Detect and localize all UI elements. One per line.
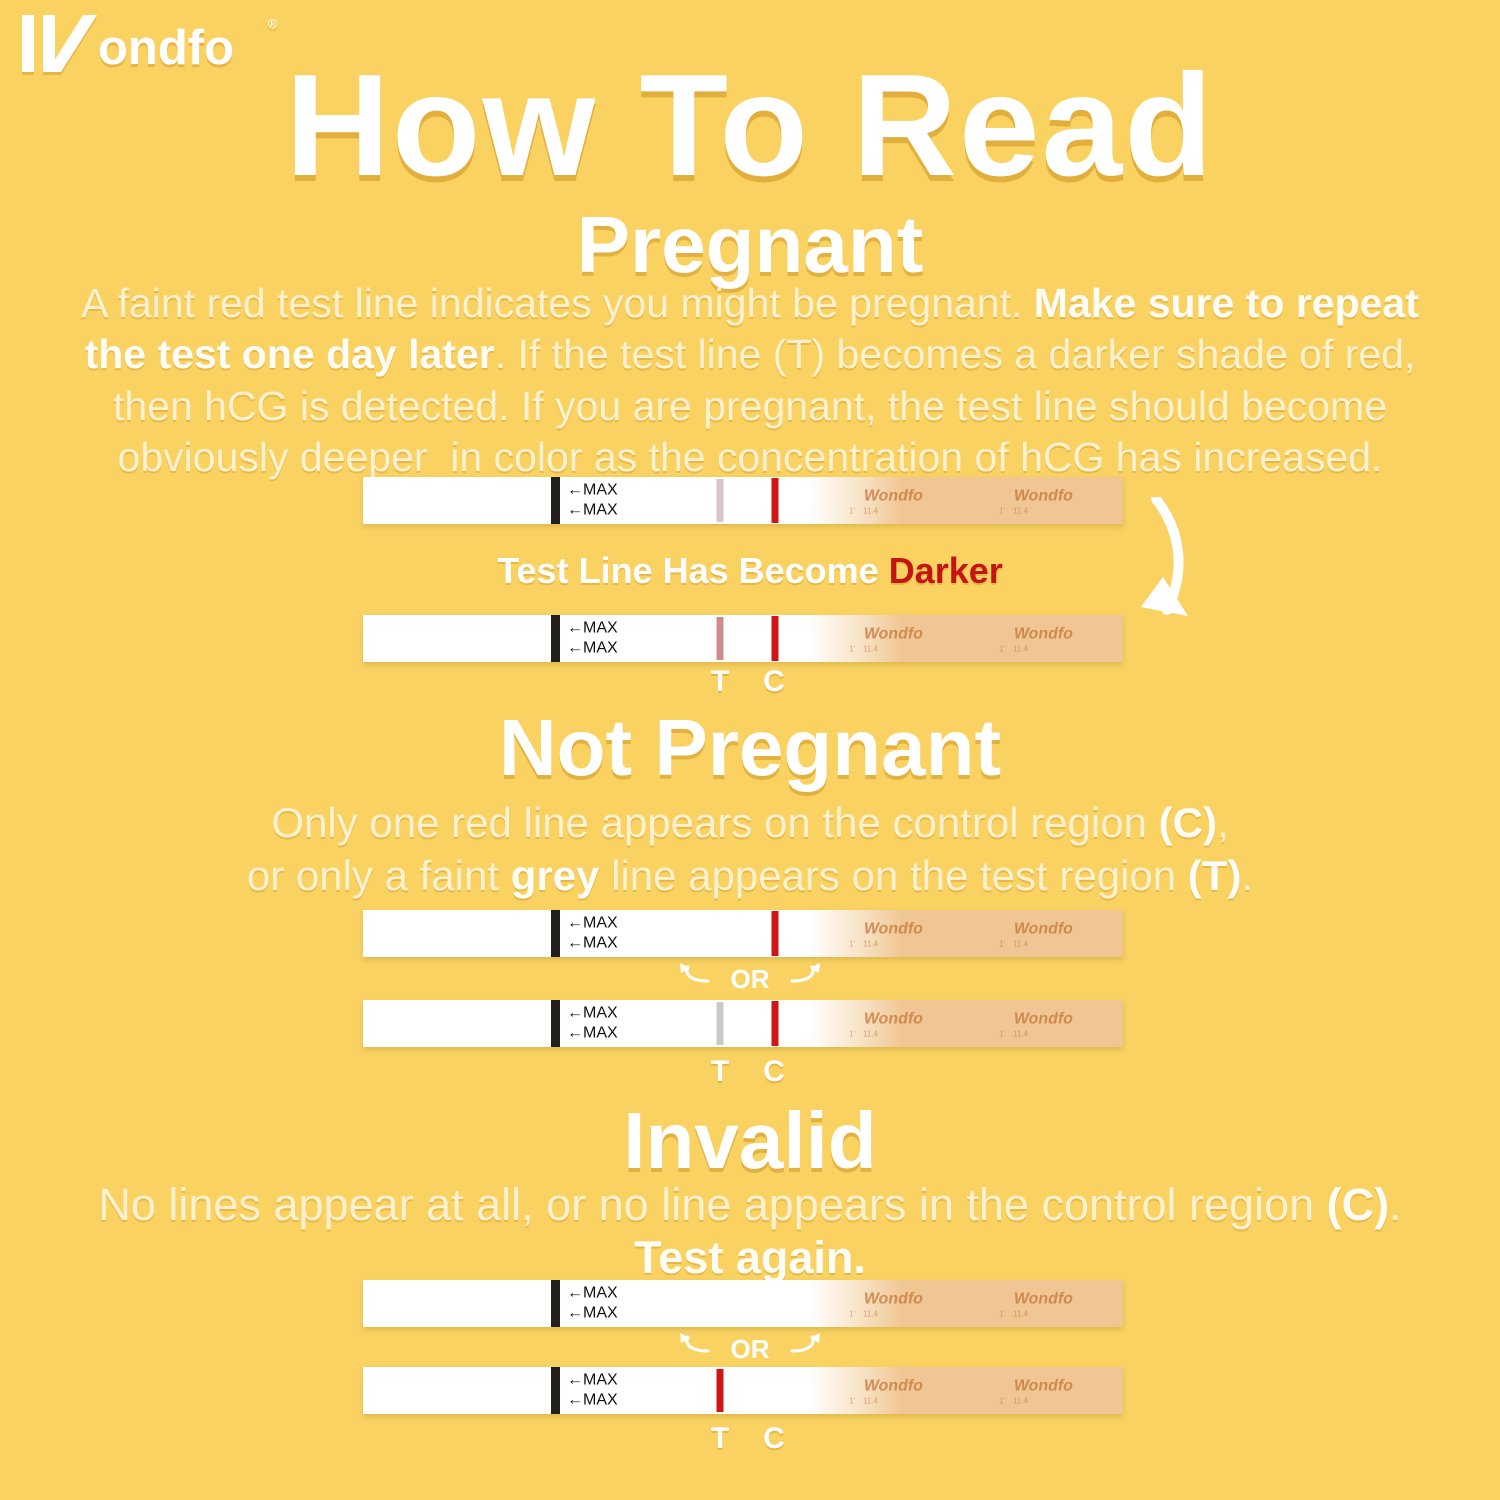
- svg-text:OR: OR: [731, 1334, 770, 1364]
- svg-text:1' 11.4: 1' 11.4: [999, 1397, 1029, 1406]
- svg-text:←MAX: ←MAX: [567, 935, 618, 952]
- svg-text:1' 11.4: 1' 11.4: [849, 940, 879, 949]
- svg-text:1' 11.4: 1' 11.4: [849, 1310, 879, 1319]
- svg-text:←MAX: ←MAX: [567, 502, 618, 519]
- svg-text:←MAX: ←MAX: [567, 1025, 618, 1042]
- svg-text:1' 11.4: 1' 11.4: [849, 1030, 879, 1039]
- svg-text:←MAX: ←MAX: [567, 1284, 618, 1301]
- svg-text:Wondfo: Wondfo: [862, 920, 924, 938]
- svg-text:Wondfo: Wondfo: [1012, 1010, 1074, 1028]
- svg-text:1' 11.4: 1' 11.4: [999, 507, 1029, 516]
- svg-text:®: ®: [268, 16, 278, 31]
- svg-text:Wondfo: Wondfo: [1012, 1377, 1074, 1395]
- svg-text:←MAX: ←MAX: [567, 1392, 618, 1409]
- svg-text:Wondfo: Wondfo: [1012, 625, 1074, 643]
- svg-text:1' 11.4: 1' 11.4: [849, 507, 879, 516]
- svg-text:1' 11.4: 1' 11.4: [999, 1030, 1029, 1039]
- svg-text:1' 11.4: 1' 11.4: [999, 940, 1029, 949]
- svg-text:Wondfo: Wondfo: [862, 625, 924, 643]
- svg-text:←MAX: ←MAX: [567, 640, 618, 657]
- svg-text:←MAX: ←MAX: [567, 1305, 618, 1322]
- svg-text:1' 11.4: 1' 11.4: [849, 1397, 879, 1406]
- svg-text:Wondfo: Wondfo: [1012, 487, 1074, 505]
- svg-text:←MAX: ←MAX: [567, 1371, 618, 1388]
- svg-text:←MAX: ←MAX: [567, 1004, 618, 1021]
- svg-text:Wondfo: Wondfo: [862, 1290, 924, 1308]
- svg-text:1' 11.4: 1' 11.4: [849, 645, 879, 654]
- svg-text:Wondfo: Wondfo: [1012, 1290, 1074, 1308]
- svg-text:1' 11.4: 1' 11.4: [999, 1310, 1029, 1319]
- svg-text:Wondfo: Wondfo: [862, 1010, 924, 1028]
- svg-text:←MAX: ←MAX: [567, 481, 618, 498]
- svg-text:Wondfo: Wondfo: [862, 1377, 924, 1395]
- svg-text:Wondfo: Wondfo: [862, 487, 924, 505]
- svg-text:1' 11.4: 1' 11.4: [999, 645, 1029, 654]
- svg-text:←MAX: ←MAX: [567, 914, 618, 931]
- svg-text:Wondfo: Wondfo: [1012, 920, 1074, 938]
- svg-text:OR: OR: [731, 964, 770, 994]
- svg-text:←MAX: ←MAX: [567, 619, 618, 636]
